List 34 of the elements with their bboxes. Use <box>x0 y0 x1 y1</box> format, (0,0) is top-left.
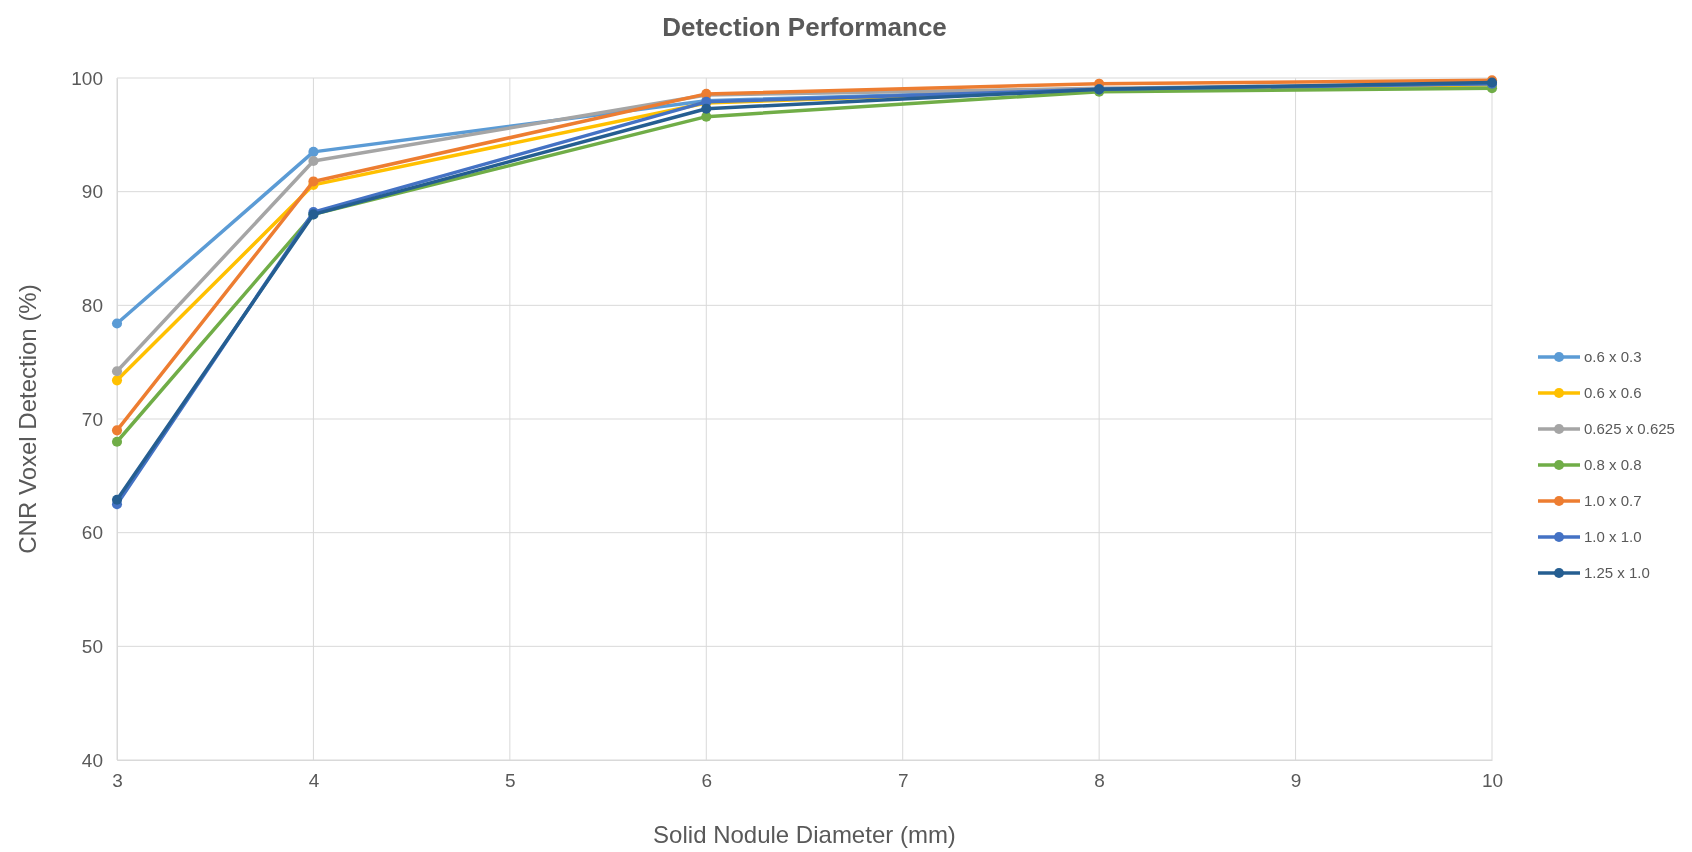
x-tick-label: 3 <box>112 770 123 792</box>
x-tick-label: 6 <box>701 770 713 792</box>
chart-title: Detection Performance <box>662 12 947 42</box>
point <box>111 436 123 447</box>
y-tick-label: 70 <box>81 408 103 430</box>
legend-label: 0.6 x 0.6 <box>1584 384 1642 402</box>
y-tick-label: 80 <box>81 294 103 316</box>
x-tick-label: 8 <box>1094 770 1105 792</box>
legend-label: 1.0 x 1.0 <box>1584 528 1642 546</box>
legend-label: 1.0 x 0.7 <box>1584 492 1642 510</box>
y-axis-title: CNR Voxel Detection (%) <box>14 284 41 554</box>
point <box>111 366 123 377</box>
x-tick-label: 4 <box>308 770 320 792</box>
legend-label: 0.8 x 0.8 <box>1584 456 1642 474</box>
x-tick-label: 5 <box>505 770 516 792</box>
y-tick-label: 100 <box>71 67 103 89</box>
point <box>308 155 319 167</box>
y-tick-label: 90 <box>81 181 103 203</box>
x-tick-label: 7 <box>897 770 909 792</box>
point <box>111 318 123 329</box>
point <box>308 146 319 157</box>
point <box>111 494 123 505</box>
legend-label: o.6 x 0.3 <box>1584 348 1642 366</box>
y-tick-label: 40 <box>81 749 103 771</box>
point <box>701 103 712 114</box>
y-tick-label: 50 <box>81 635 103 657</box>
legend-label: 1.25 x 1.0 <box>1584 564 1650 582</box>
x-tick-label: 9 <box>1290 770 1302 792</box>
point <box>111 425 123 436</box>
x-axis-title: Solid Nodule Diameter (mm) <box>653 821 956 848</box>
x-tick-label: 10 <box>1481 770 1504 792</box>
legend-label: 0.625 x 0.625 <box>1584 420 1675 438</box>
y-tick-label: 60 <box>81 522 103 544</box>
point <box>111 375 123 386</box>
